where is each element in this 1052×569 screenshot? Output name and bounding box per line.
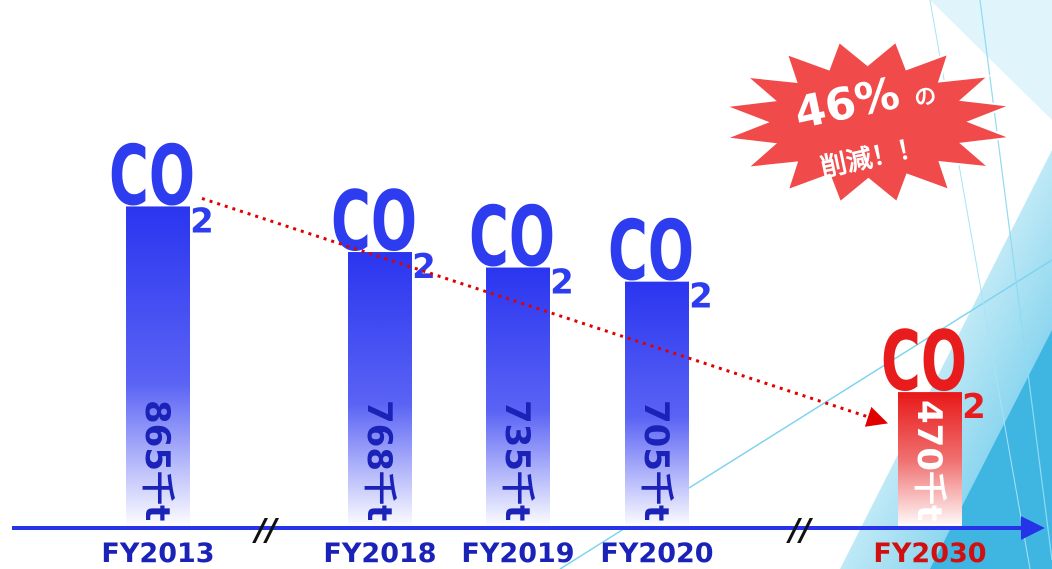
x-tick-label-FY2030: FY2030: [873, 538, 986, 569]
co2-subscript: 2: [962, 387, 986, 427]
co2-label: CO: [469, 189, 555, 285]
bar-column: [625, 281, 689, 528]
x-tick-label-FY2013: FY2013: [101, 538, 214, 569]
bar-column: [898, 392, 962, 528]
x-tick-label-FY2020: FY2020: [600, 538, 713, 569]
x-tick-label-FY2019: FY2019: [461, 538, 574, 569]
co2-subscript: 2: [550, 263, 574, 303]
co2-label: CO: [608, 203, 694, 299]
axis-break-1: //: [252, 513, 280, 548]
co2-subscript: 2: [190, 201, 214, 241]
bar-FY2013: CO2 865千t: [109, 128, 214, 528]
bar-FY2020: CO2 705千t: [608, 203, 713, 528]
x-tick-label-FY2018: FY2018: [323, 538, 436, 569]
callout-suffix: の: [912, 83, 939, 112]
co2-label: CO: [109, 128, 195, 224]
starburst-shape: [725, 40, 1011, 204]
value-label: 705千t: [636, 400, 676, 521]
axis-break-2: //: [786, 513, 814, 548]
bar-FY2018: CO2 768千t: [331, 174, 436, 529]
value-label: 735千t: [497, 400, 537, 521]
bar-FY2030: CO2 470千t: [881, 314, 986, 528]
reduction-callout: 46% の 削減！！: [725, 40, 1011, 204]
co2-subscript: 2: [689, 277, 713, 317]
value-label: 865千t: [137, 400, 177, 521]
bar-FY2019: CO2 735千t: [469, 189, 574, 528]
bar-column: [348, 252, 412, 529]
bar-column: [126, 206, 190, 528]
co2-label: CO: [881, 314, 967, 410]
co2-subscript: 2: [412, 247, 436, 287]
background-decoration: [559, 0, 1052, 569]
bar-column: [486, 267, 550, 528]
value-label: 768千t: [359, 400, 399, 521]
axis-break-marks: // //: [252, 513, 814, 548]
co2-label: CO: [331, 174, 417, 270]
value-label: 470千t: [909, 400, 949, 521]
x-axis-labels: FY2013 FY2018 FY2019 FY2020 FY2030: [101, 538, 986, 569]
